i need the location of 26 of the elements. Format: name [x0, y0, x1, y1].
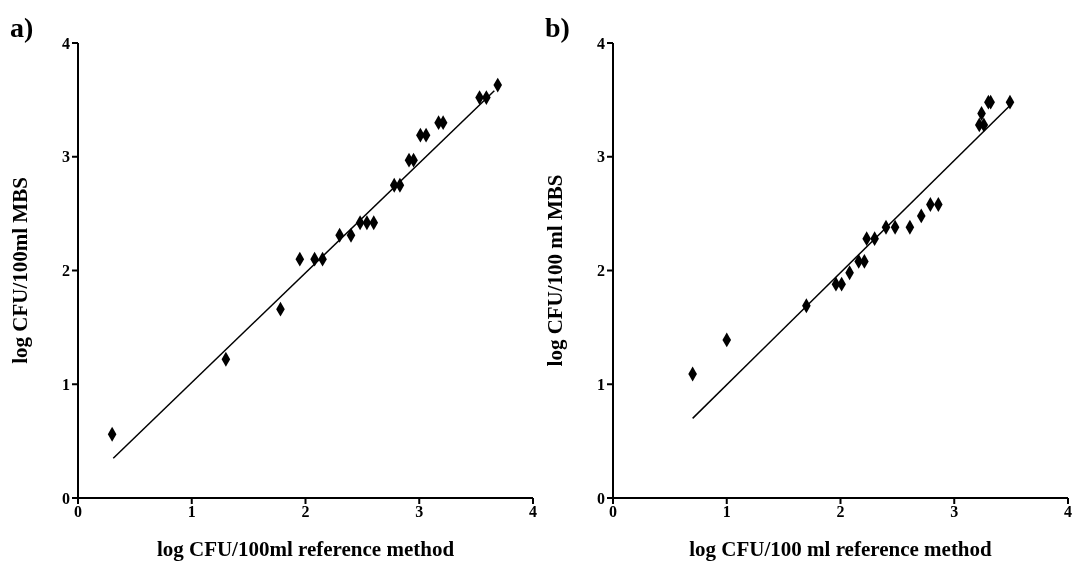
x-tick-label: 4 [529, 503, 537, 521]
x-tick-label: 1 [722, 503, 731, 521]
chart-title: a) [10, 12, 34, 44]
y-axis-title: log CFU/100ml MBS [8, 177, 33, 364]
x-tick-label: 2 [301, 503, 310, 521]
y-tick-label: 1 [597, 375, 605, 393]
x-tick-label: 3 [950, 503, 959, 521]
y-tick-label: 4 [62, 34, 70, 52]
x-tick-label: 2 [836, 503, 845, 521]
x-axis-title: log CFU/100 ml reference method [689, 537, 993, 561]
x-tick-label: 4 [1064, 503, 1072, 521]
x-tick-label: 1 [187, 503, 196, 521]
y-tick-label: 0 [62, 489, 70, 507]
x-tick-label: 3 [415, 503, 424, 521]
chart-title: b) [545, 12, 570, 44]
x-axis-title: log CFU/100ml reference method [156, 537, 455, 561]
x-tick-label: 0 [74, 503, 82, 521]
y-tick-label: 1 [62, 375, 70, 393]
y-tick-label: 2 [597, 262, 605, 280]
x-tick-label: 0 [609, 503, 617, 521]
y-tick-label: 2 [62, 262, 70, 280]
y-tick-label: 3 [597, 148, 605, 166]
y-tick-label: 0 [597, 489, 605, 507]
y-tick-label: 3 [62, 148, 70, 166]
y-axis-title: log CFU/100 ml MBS [543, 174, 568, 367]
y-tick-label: 4 [597, 34, 605, 52]
